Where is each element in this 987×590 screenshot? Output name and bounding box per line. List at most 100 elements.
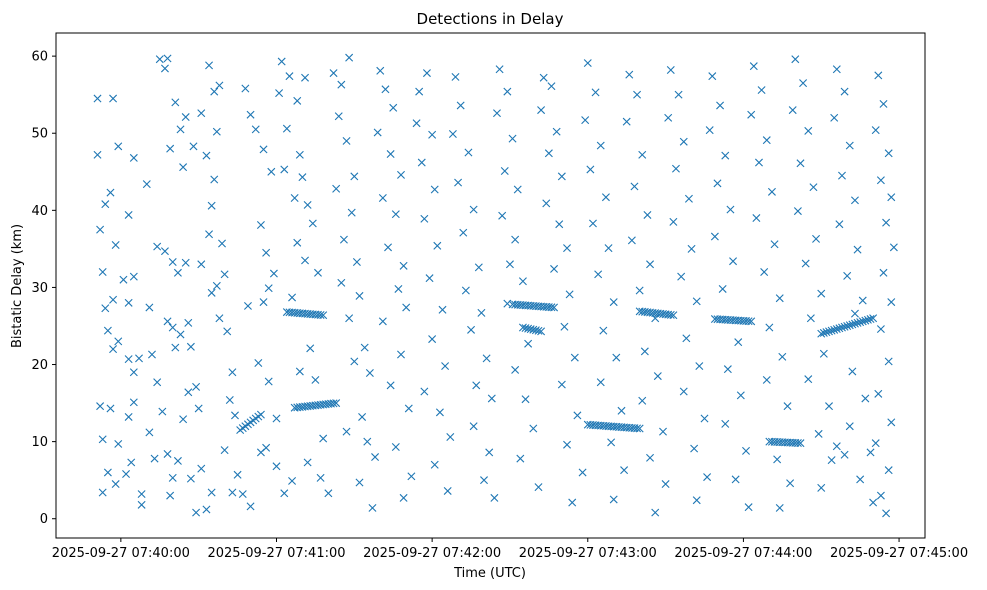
data-point: [454, 178, 463, 187]
data-point: [679, 137, 688, 146]
data-point: [869, 314, 878, 323]
x-tick-label: 2025-09-27 07:44:00: [674, 546, 812, 561]
data-point: [742, 446, 751, 455]
y-axis-title: Bistatic Delay (km): [10, 224, 25, 348]
data-point: [365, 369, 374, 377]
data-point: [677, 272, 686, 281]
data-point: [176, 125, 185, 134]
data-point: [884, 466, 893, 475]
data-point: [285, 72, 294, 81]
data-point: [168, 257, 177, 266]
data-point: [638, 396, 647, 405]
data-point: [153, 242, 162, 251]
data-point: [563, 244, 572, 253]
data-point: [109, 345, 118, 354]
data-point: [601, 193, 610, 202]
data-point: [723, 365, 732, 374]
data-point: [277, 57, 286, 66]
data-point: [804, 375, 813, 384]
data-point: [583, 59, 592, 68]
data-point: [788, 106, 797, 115]
y-axis: 0 10 20 30 40 50 60: [31, 50, 56, 527]
data-point: [124, 298, 133, 307]
data-point: [246, 110, 255, 119]
data-point: [417, 158, 426, 167]
data-point: [389, 103, 398, 112]
data-point: [729, 257, 738, 266]
data-point: [762, 375, 771, 384]
data-point: [179, 415, 188, 424]
data-point: [822, 328, 831, 337]
data-point: [850, 309, 859, 318]
data-point: [666, 66, 675, 74]
data-point: [817, 329, 826, 338]
data-point: [856, 318, 865, 327]
data-point: [394, 284, 403, 293]
data-point: [778, 352, 787, 361]
data-point: [378, 194, 387, 202]
y-tick-label: 40: [31, 204, 48, 219]
data-point: [438, 305, 447, 314]
data-point: [604, 244, 613, 253]
data-point: [887, 193, 896, 202]
data-point: [435, 408, 444, 417]
data-point: [843, 271, 852, 280]
data-point: [98, 488, 107, 497]
data-point: [879, 268, 888, 277]
data-point: [814, 429, 823, 438]
data-point: [295, 367, 304, 376]
data-point: [835, 220, 844, 229]
data-point: [477, 308, 486, 317]
data-point: [181, 258, 190, 267]
data-point: [708, 72, 717, 81]
data-point: [103, 468, 112, 477]
data-point: [391, 443, 400, 452]
data-point: [192, 508, 201, 517]
data-point: [643, 210, 652, 219]
x-tick-label: 2025-09-27 07:42:00: [363, 546, 501, 561]
data-point: [827, 326, 836, 335]
data-point: [718, 284, 727, 293]
data-point: [329, 69, 338, 78]
data-point: [801, 259, 810, 268]
data-point: [508, 134, 517, 143]
data-point: [671, 164, 680, 173]
data-point: [111, 480, 120, 489]
data-point: [884, 357, 893, 366]
data-point: [555, 220, 564, 229]
x-axis: 2025-09-27 07:40:00 2025-09-27 07:41:00 20…: [52, 538, 968, 561]
data-point: [586, 165, 595, 174]
data-point: [301, 256, 310, 265]
data-point: [459, 228, 468, 237]
data-point: [796, 159, 805, 168]
data-point: [189, 142, 198, 151]
data-point: [809, 183, 818, 192]
data-point: [280, 165, 289, 174]
data-point: [168, 473, 177, 482]
data-point: [98, 435, 107, 444]
data-point: [876, 491, 885, 500]
data-point: [93, 150, 102, 159]
data-point: [96, 225, 105, 234]
data-point: [246, 502, 255, 511]
data-point: [301, 73, 310, 82]
data-point: [124, 412, 133, 421]
data-point: [272, 414, 281, 423]
data-point: [664, 113, 673, 122]
data-point: [212, 127, 221, 136]
data-point: [492, 109, 501, 118]
data-point: [635, 286, 644, 295]
data-point: [799, 79, 808, 88]
data-point: [866, 315, 875, 324]
data-point: [825, 327, 834, 336]
data-point: [212, 281, 221, 290]
data-point: [210, 175, 219, 184]
data-point: [879, 99, 888, 108]
data-point: [630, 182, 639, 191]
data-point: [345, 314, 354, 323]
data-points: [93, 53, 898, 518]
data-point: [651, 508, 660, 517]
data-point: [402, 303, 411, 312]
data-point: [308, 219, 317, 228]
data-point: [288, 293, 297, 302]
